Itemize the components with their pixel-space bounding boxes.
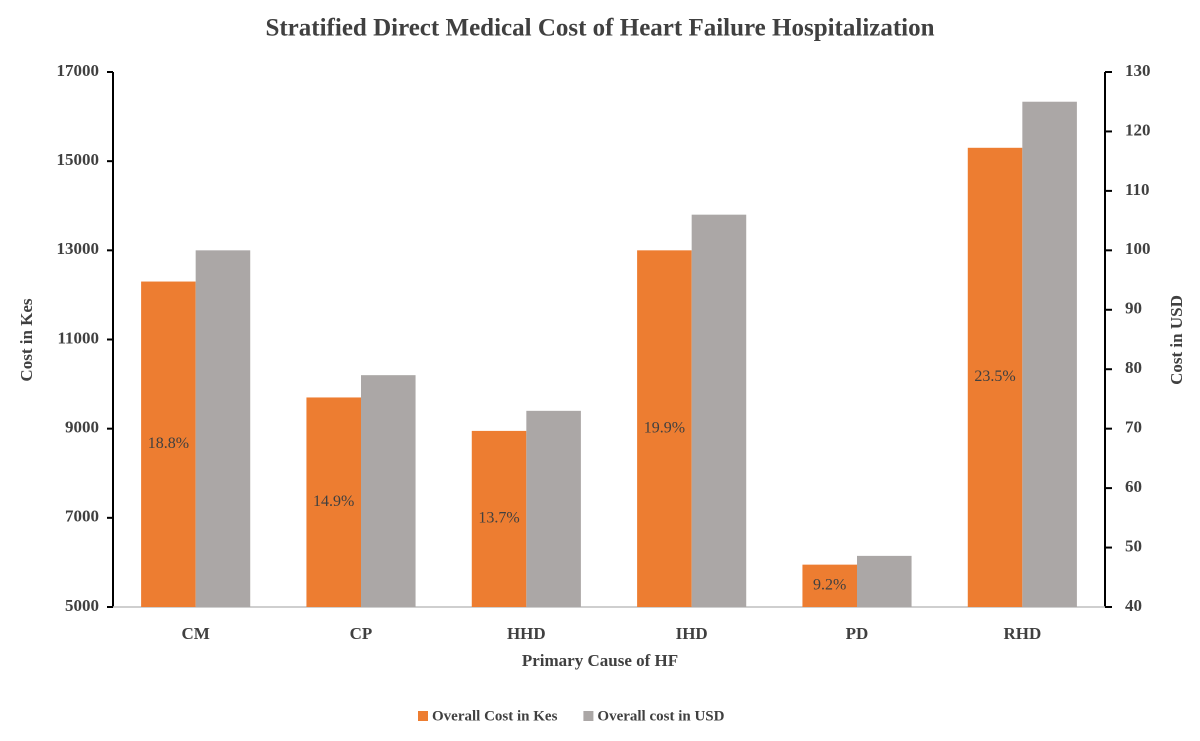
bar bbox=[361, 375, 416, 607]
y-tick-label: 9000 bbox=[65, 418, 99, 437]
y2-axis-label: Cost in USD bbox=[1167, 295, 1186, 385]
bar bbox=[195, 250, 251, 608]
legend-label: Overall cost in USD bbox=[597, 708, 724, 724]
data-label: 14.9% bbox=[313, 493, 354, 510]
legend-swatch bbox=[583, 711, 594, 721]
x-tick-label: IHD bbox=[676, 624, 708, 643]
data-label: 9.2% bbox=[813, 576, 846, 593]
x-tick-label: RHD bbox=[1003, 624, 1041, 643]
data-label: 13.7% bbox=[478, 510, 519, 527]
bar bbox=[526, 410, 581, 607]
y2-tick-label: 100 bbox=[1125, 239, 1151, 258]
x-tick-label: PD bbox=[846, 624, 869, 643]
legend-label: Overall Cost in Kes bbox=[432, 708, 558, 724]
y-tick-label: 13000 bbox=[57, 239, 100, 258]
data-label: 19.9% bbox=[644, 419, 685, 436]
bar bbox=[1022, 101, 1077, 607]
x-axis-label: Primary Cause of HF bbox=[522, 651, 678, 670]
y2-tick-label: 120 bbox=[1125, 120, 1151, 139]
y2-tick-label: 110 bbox=[1125, 180, 1150, 199]
bar bbox=[141, 281, 196, 607]
y2-tick-label: 60 bbox=[1125, 477, 1142, 496]
chart-title: Stratified Direct Medical Cost of Heart … bbox=[265, 15, 934, 42]
legend-swatch bbox=[418, 711, 428, 721]
data-label: 23.5% bbox=[974, 368, 1015, 385]
y-tick-label: 15000 bbox=[57, 150, 100, 169]
bar bbox=[306, 397, 361, 607]
y-tick-label: 17000 bbox=[57, 61, 100, 80]
x-tick-label: HHD bbox=[507, 624, 546, 643]
bar bbox=[967, 147, 1023, 607]
bar bbox=[471, 430, 527, 607]
x-tick-label: CM bbox=[182, 624, 210, 643]
y-tick-label: 5000 bbox=[65, 596, 99, 615]
bar bbox=[857, 555, 912, 607]
y-tick-label: 11000 bbox=[57, 328, 99, 347]
y2-tick-label: 130 bbox=[1125, 61, 1151, 80]
data-label: 18.8% bbox=[148, 435, 189, 452]
y2-tick-label: 90 bbox=[1125, 299, 1142, 318]
bar bbox=[691, 214, 747, 607]
x-tick-label: CP bbox=[350, 624, 373, 643]
y2-tick-label: 50 bbox=[1125, 536, 1142, 555]
bar bbox=[802, 564, 857, 607]
bar bbox=[637, 250, 692, 608]
y2-tick-label: 80 bbox=[1125, 358, 1142, 377]
y2-tick-label: 70 bbox=[1125, 418, 1142, 437]
y-axis-label: Cost in Kes bbox=[17, 298, 36, 382]
y-tick-label: 7000 bbox=[65, 507, 99, 526]
y2-tick-label: 40 bbox=[1125, 596, 1142, 615]
